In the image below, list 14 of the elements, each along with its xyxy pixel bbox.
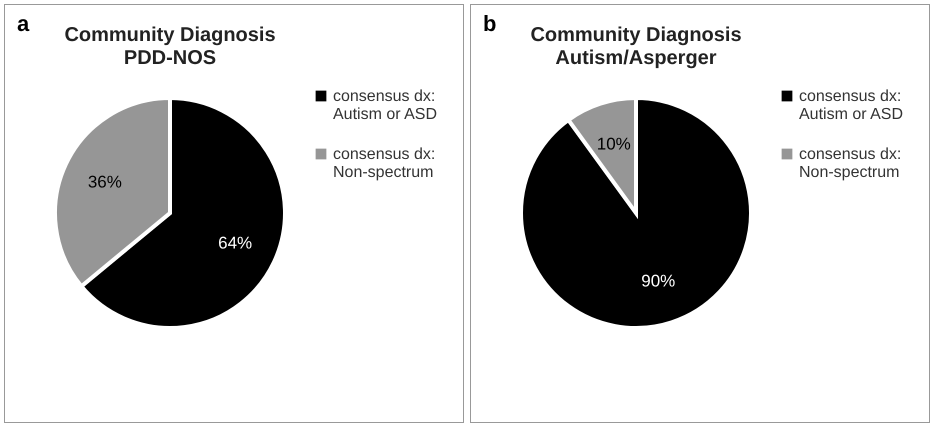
data-label: 10% — [596, 134, 631, 154]
legend-label: consensus dx: Non-spectrum — [333, 146, 436, 181]
legend-label: consensus dx: Autism or ASD — [333, 88, 438, 123]
chart-subtitle: PDD-NOS — [124, 47, 216, 69]
chart-title: Community Diagnosis — [530, 24, 742, 46]
legend-label: consensus dx: Non-spectrum — [799, 146, 902, 181]
chart-subtitle: Autism/Asperger — [555, 47, 717, 69]
data-label: 36% — [88, 172, 122, 192]
data-label: 90% — [641, 271, 676, 290]
text: a — [17, 11, 30, 37]
data-label: 64% — [218, 234, 252, 253]
legend-label: consensus dx: Autism or ASD — [799, 88, 904, 123]
chart-title: Community Diagnosis — [64, 24, 276, 46]
text: b — [483, 11, 496, 37]
